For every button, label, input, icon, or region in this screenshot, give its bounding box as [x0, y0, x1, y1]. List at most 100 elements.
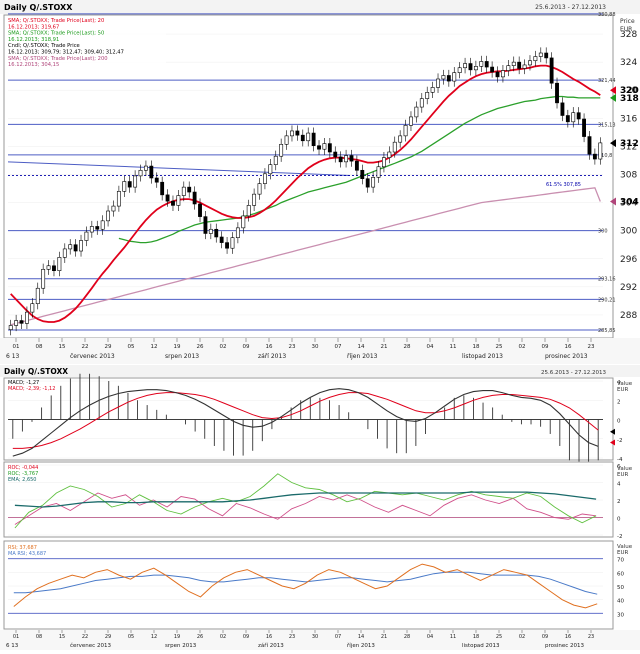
- candle-body: [501, 70, 505, 78]
- bottom-x-tick-label: 26: [197, 634, 203, 640]
- macd-axis-title: Value: [617, 381, 633, 387]
- roc2-line: [14, 473, 597, 529]
- price-marker-label: 318: [620, 94, 639, 104]
- price-y-tick-label: 316: [620, 114, 637, 124]
- candle-body: [263, 173, 267, 184]
- candle-body: [8, 325, 13, 330]
- candle-body: [46, 265, 51, 270]
- candle-body: [473, 66, 478, 71]
- price-x-tick-label: 02: [519, 344, 526, 350]
- price-x-tick-label: 07: [335, 344, 342, 350]
- candle-body: [382, 157, 386, 168]
- bottom-month-label: září 2013: [258, 642, 284, 649]
- roc-ema-line: [14, 491, 597, 508]
- candle-body: [419, 98, 424, 108]
- price-marker-label: 312: [620, 139, 639, 149]
- price-month-label: srpen 2013: [165, 353, 199, 360]
- candle-body: [133, 175, 138, 188]
- roc-line: [14, 492, 597, 525]
- sma50-line: [118, 95, 601, 244]
- price-x-ticks: 01 08 15 22 29 05 12 19 26 02 09 16 23 30 07 14 21 28 04 11…: [6, 338, 595, 360]
- candle-body: [425, 92, 430, 99]
- price-month-label: 6 13: [6, 353, 20, 360]
- price-month-label: červenec 2013: [70, 353, 115, 360]
- candle-body: [268, 164, 273, 175]
- candle-body: [235, 227, 240, 238]
- candle-body: [122, 181, 127, 192]
- price-legend: SMA; Q/.STOXX; Trade Price(Last); 2016.1…: [6, 16, 166, 70]
- price-x-tick-label: 21: [381, 344, 388, 350]
- macd-marker-arrow: [610, 428, 615, 435]
- candle-body: [344, 155, 348, 163]
- price-x-tick-label: 22: [82, 344, 89, 350]
- rsi-plot-area: [3, 540, 614, 630]
- macd-legend-entry: MACD; -2,39; -1,12: [8, 386, 55, 392]
- price-legend-entry: 16.12.2013; 319,67: [8, 24, 59, 30]
- candle-body: [95, 226, 100, 230]
- candle-body: [300, 134, 305, 142]
- price-y-tick-label: 308: [620, 170, 637, 180]
- candle-body: [436, 78, 440, 88]
- candle-body: [203, 216, 208, 234]
- bottom-x-tick-label: 25: [496, 634, 502, 640]
- bottom-month-label: červenec 2013: [70, 642, 111, 649]
- candle-body: [208, 228, 213, 234]
- candle-body: [19, 320, 24, 324]
- candle-body: [327, 143, 332, 153]
- bottom-x-tick-label: 22: [82, 634, 88, 640]
- bottom-x-ticks: 01 08 15 22 29 05 12 19 26 02 09 16 23 30 07 14 21 28 04 11…: [6, 630, 594, 649]
- candle-body: [354, 160, 359, 171]
- rsi-line: [13, 563, 598, 609]
- bottom-x-tick-label: 19: [174, 634, 180, 640]
- candle-body: [14, 320, 19, 326]
- candle-body: [398, 135, 403, 143]
- price-marker-arrow: [610, 93, 616, 102]
- candle-body: [241, 215, 246, 229]
- candle-body: [403, 125, 408, 137]
- rsi-y-tick-label: 50: [617, 585, 624, 591]
- price-x-tick-label: 14: [358, 344, 365, 350]
- candle-body: [441, 75, 446, 80]
- roc-y-tick-label: -2: [617, 534, 622, 540]
- candle-body: [311, 132, 316, 146]
- roc-plot: -2 0 2 4 6: [8, 464, 622, 540]
- price-legend-entry: Cndl; Q/.STOXX; Trade Price: [8, 43, 80, 49]
- candle-body: [41, 268, 46, 289]
- candle-body: [149, 165, 154, 179]
- price-y-tick-label: 300: [620, 227, 637, 237]
- candle-body: [198, 203, 202, 217]
- price-x-tick-label: 15: [59, 344, 66, 350]
- price-level-label: 310,8: [598, 153, 612, 159]
- price-x-tick-label: 29: [105, 344, 112, 350]
- bottom-x-tick-label: 01: [13, 634, 19, 640]
- candle-body: [160, 181, 165, 196]
- roc-y-tick-label: 0: [617, 517, 621, 523]
- candle-body: [371, 176, 376, 188]
- roc-legend-entry: ROC; -3,767: [8, 471, 38, 477]
- candle-body: [52, 265, 56, 271]
- price-level-label: 330,88: [598, 12, 616, 18]
- price-panel-header: [0, 0, 640, 14]
- candle-body: [544, 52, 549, 59]
- bottom-month-label: 6 13: [6, 643, 19, 649]
- ma-rsi-line: [13, 571, 598, 595]
- bottom-x-tick-label: 21: [381, 634, 387, 640]
- candle-body: [446, 75, 451, 82]
- bottom-x-tick-label: 09: [542, 634, 548, 640]
- bottom-x-tick-label: 16: [565, 634, 571, 640]
- candle-body: [295, 130, 300, 136]
- bottom-x-tick-label: 09: [243, 634, 249, 640]
- macd-panel-title: Daily Q/.STOXX: [4, 367, 68, 376]
- rsi-y-tick-label: 40: [617, 599, 624, 605]
- price-y-tick-label: 288: [620, 311, 637, 321]
- price-month-label: září 2013: [258, 353, 286, 360]
- rsi-axis-title: Value: [617, 544, 633, 550]
- candle-body: [484, 61, 489, 68]
- candle-body: [84, 231, 89, 241]
- candle-body: [365, 178, 370, 188]
- price-level-label: 315,13: [598, 122, 616, 128]
- price-x-tick-label: 05: [128, 344, 135, 350]
- price-trendline: [7, 161, 351, 177]
- candle-body: [452, 72, 457, 82]
